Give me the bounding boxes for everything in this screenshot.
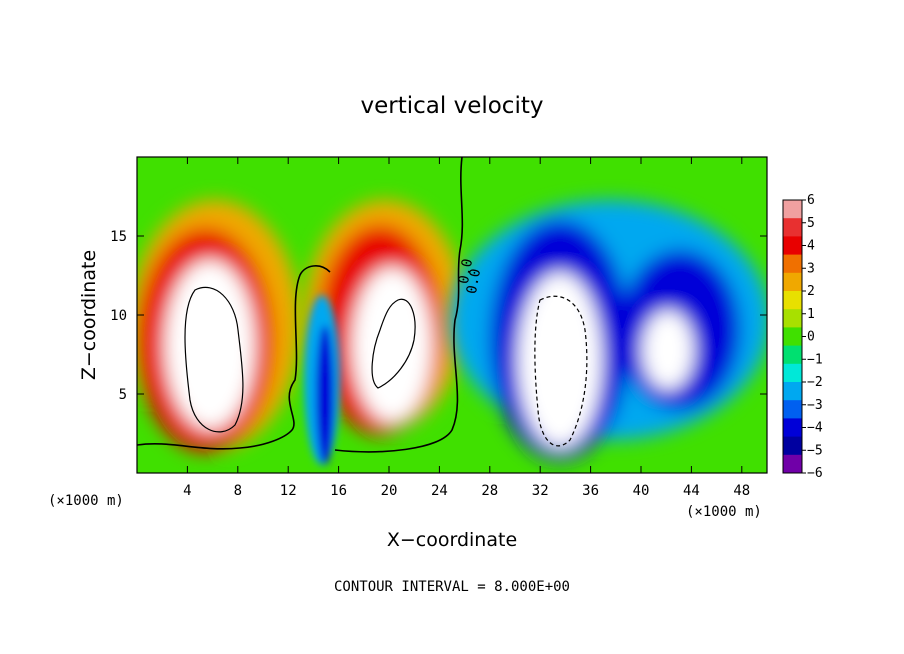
colorbar-swatch [783,309,802,328]
x-unit-label-right: (×1000 m) [686,504,762,520]
field-downdraft-column [304,295,340,465]
colorbar-swatch [783,218,802,237]
x-tick-label: 40 [633,483,650,499]
colorbar-swatch [783,454,802,474]
colorbar-label: 6 [807,193,815,208]
x-tick-label: 16 [330,483,347,499]
contour-downdraft-right [534,295,588,447]
x-tick-label: 20 [381,483,398,499]
x-tick-label: 4 [183,483,191,499]
colorbar-swatch [783,382,802,401]
contour-zero-middle [334,157,464,453]
x-tick-label: 32 [532,483,549,499]
x-tick-label: 48 [733,483,750,499]
colorbar-swatch [783,291,802,310]
contour-updraft-left [184,286,244,433]
contour-label-1: 0.0 [456,257,476,285]
y-axis-ticks: 5 10 15 [110,229,767,403]
y-tick-label: 15 [110,229,127,245]
colorbar-label: −1 [807,352,823,367]
colorbar-swatch [783,254,802,274]
colorbar-swatch [783,436,802,456]
y-tick-label: 5 [119,387,127,403]
colorbar-label: 2 [807,284,815,299]
x-tick-label: 28 [481,483,498,499]
contour-updraft-middle [371,298,416,389]
colorbar-label: 4 [807,239,815,254]
y-axis-label: Z−coordinate [78,250,100,380]
field-updraft-left [137,200,300,452]
colorbar-label: 0 [807,330,815,345]
contour-interval-note: CONTOUR INTERVAL = 8.000E+00 [334,579,570,595]
colorbar-swatch [783,363,802,383]
x-tick-label: 24 [431,483,448,499]
colorbar-swatch [783,327,802,347]
contour-zero-left [137,265,331,450]
colorbar-label: −4 [807,421,823,436]
x-unit-label-left: (×1000 m) [48,493,124,509]
x-axis-ticks: 4 8 12 16 20 24 28 32 36 40 44 48 [183,157,750,499]
colorbar-label: −3 [807,398,823,413]
x-tick-label: 12 [280,483,297,499]
colorbar-label: −5 [807,443,823,458]
colorbar-label: −2 [807,375,823,390]
colorbar-swatch [783,400,802,419]
colorbar-swatch [783,236,802,256]
x-tick-label: 8 [234,483,242,499]
x-axis-label: X−coordinate [387,529,517,551]
colorbar-label: 3 [807,261,815,276]
colorbar-swatch [783,200,802,219]
colorbar-swatch [783,418,802,438]
x-tick-label: 44 [683,483,700,499]
colorbar: 6 5 4 3 2 1 0 −1 −2 −3 −4 −5 −6 [782,193,823,481]
chart-title: vertical velocity [361,93,544,119]
field-downdraft-right [450,200,767,460]
x-tick-label: 36 [582,483,599,499]
colorbar-label: −6 [807,466,823,481]
contour-label-2: 0.0 [464,267,484,295]
colorbar-swatch [783,345,802,365]
colorbar-label: 5 [807,216,815,231]
y-tick-label: 10 [110,308,127,324]
colorbar-label: 1 [807,307,815,322]
plot-area [137,157,767,473]
colorbar-swatch [783,272,802,292]
